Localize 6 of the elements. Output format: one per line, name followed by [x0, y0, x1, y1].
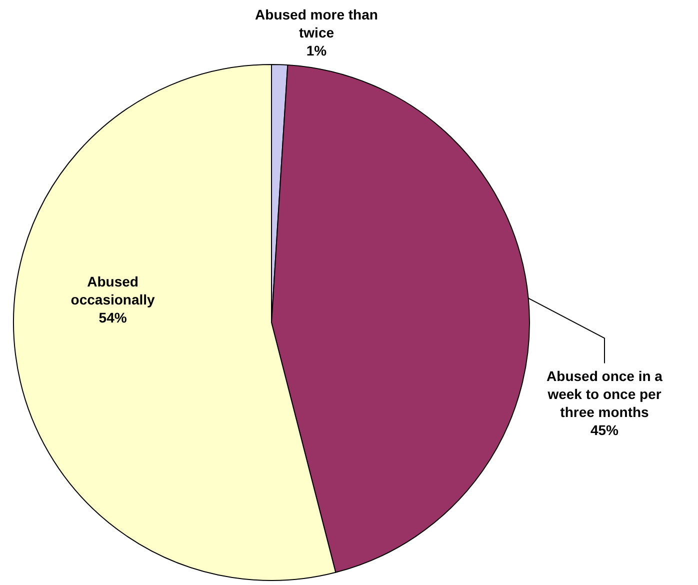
- slice-label: Abused more than twice: [255, 6, 378, 40]
- slice-label: Abused occasionally: [70, 273, 156, 308]
- data-label: 45%: [590, 422, 620, 438]
- data-label: 1%: [306, 42, 328, 58]
- data-label: 54%: [98, 309, 128, 326]
- slice-label: Abused once in a week to once per three months: [546, 368, 663, 420]
